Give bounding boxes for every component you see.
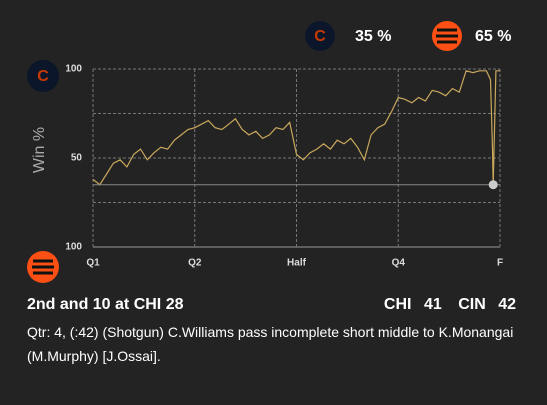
bengals-logo-small (27, 251, 59, 283)
current-point (488, 180, 498, 190)
x-tick-label: F (497, 258, 503, 269)
chart: C 35 % 65 % C Win % 100 50 100 Q1 Q2 Half Q4 F (27, 21, 511, 283)
y-tick-label: 100 (65, 64, 82, 75)
home-points: 41 (423, 296, 442, 313)
bears-logo: C (305, 21, 335, 51)
play-description: Qtr: 4, (:42) (Shotgun) C.Williams pass … (27, 324, 514, 364)
bengals-win: 65 % (475, 28, 511, 45)
score: CHI 41 CIN 42 (378, 296, 516, 314)
x-tick-label: Q4 (392, 258, 406, 269)
x-tick-label: Q2 (188, 258, 202, 269)
x-tick-label: Half (287, 258, 307, 269)
svg-text:C: C (314, 28, 326, 45)
y-tick-label: 50 (71, 153, 83, 164)
away: CIN (458, 296, 486, 313)
away-points: 42 (498, 296, 516, 313)
svg-text:C: C (37, 68, 49, 85)
win-line (92, 70, 500, 186)
x-tick-label: Q1 (86, 258, 100, 269)
home: CHI (383, 296, 412, 313)
bears-logo-small: C (27, 60, 59, 92)
y-axis-label: Win % (31, 127, 48, 173)
y-tick-label: 100 (65, 242, 82, 253)
bears-win: 35 % (355, 28, 391, 45)
situation: 2nd and 10 at CHI 28 (27, 296, 184, 313)
bengals-logo (432, 21, 462, 51)
